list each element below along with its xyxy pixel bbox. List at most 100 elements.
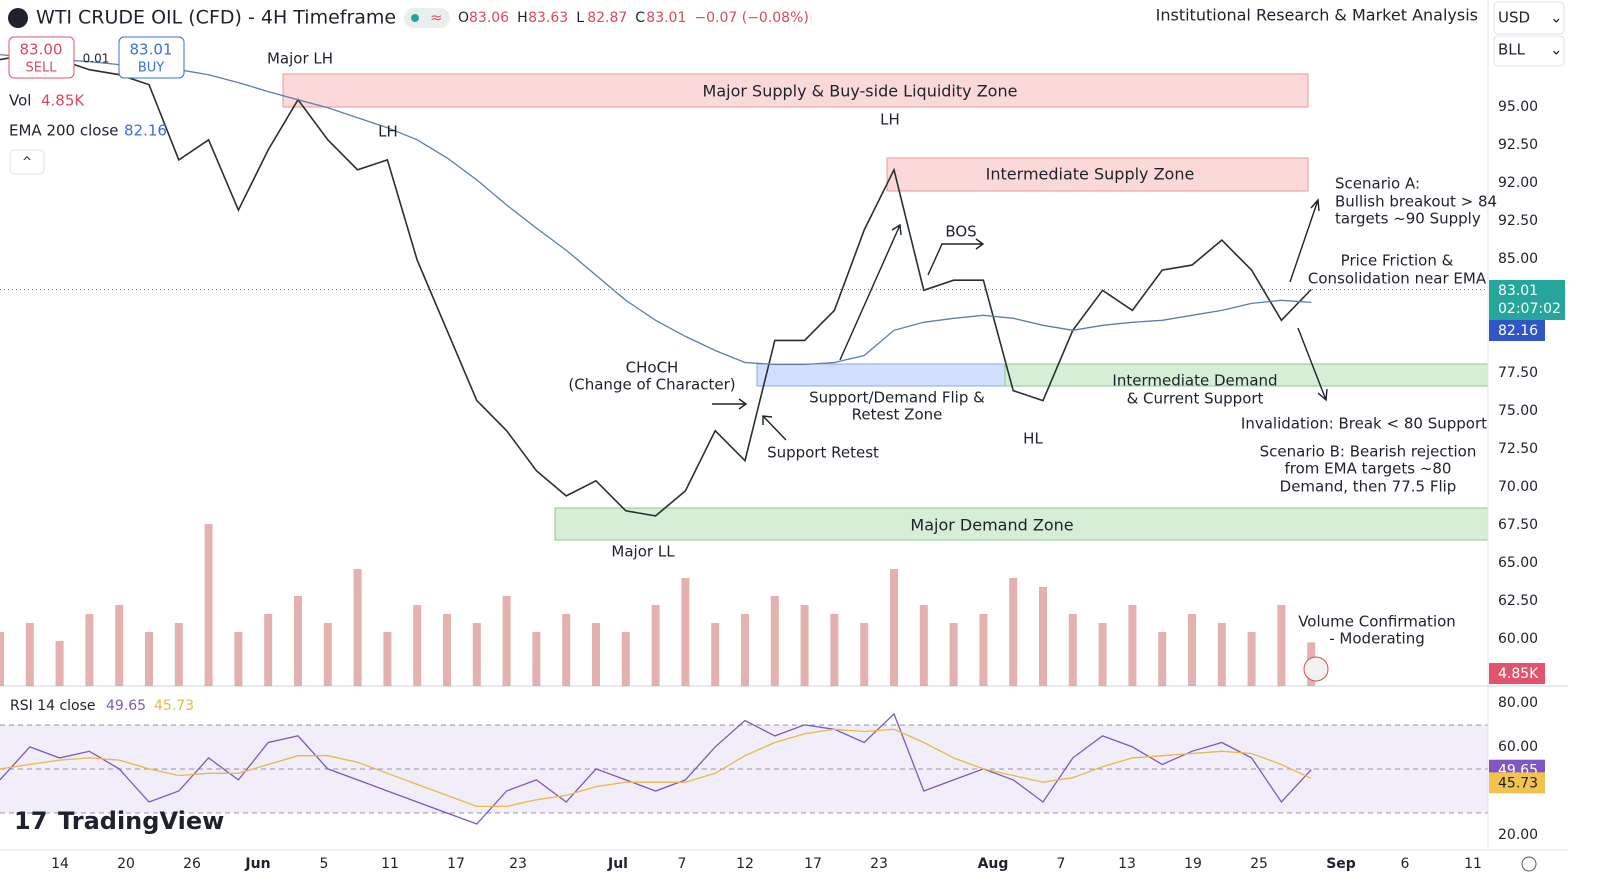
buy-price[interactable]: 83.01: [130, 41, 173, 59]
volume-bar: [174, 623, 183, 686]
ohlc-value: 82.87: [587, 10, 627, 26]
demand-zone: [554, 507, 1489, 541]
zone-label: Major Supply & Buy-side Liquidity Zone: [703, 82, 1018, 101]
unit[interactable]: BLL: [1498, 41, 1526, 59]
rsi-title: RSI 14 close: [10, 698, 96, 714]
date-label: 26: [183, 856, 201, 872]
price-axis-label: 62.50: [1498, 593, 1538, 609]
annotation: CHoCH: [626, 359, 679, 377]
volume-bar: [1128, 605, 1137, 686]
price-tag: [1489, 280, 1565, 320]
countdown: 02:07:02: [1498, 301, 1561, 317]
volume-bar: [383, 632, 392, 686]
volume-bar: [85, 614, 94, 686]
annotation: targets ~90 Supply: [1335, 210, 1481, 228]
date-label: Jun: [244, 856, 270, 872]
volume-bar: [502, 596, 511, 686]
currency-select[interactable]: [1493, 1, 1565, 35]
annotation: Scenario A:: [1335, 175, 1420, 193]
sell-price[interactable]: 83.00: [20, 41, 63, 59]
volume-bar: [264, 614, 273, 686]
annotation: Major LH: [267, 50, 333, 68]
volume-bar: [1009, 578, 1018, 686]
buy-button[interactable]: [118, 36, 185, 79]
price-axis-label: 92.00: [1498, 175, 1538, 191]
date-label: 14: [51, 856, 69, 872]
unit-select[interactable]: [1493, 35, 1565, 67]
volume-bar: [1217, 623, 1226, 686]
ohlc-key: L: [576, 10, 584, 26]
supply-zone: [282, 73, 1309, 108]
annotation: Intermediate Demand: [1112, 372, 1277, 390]
date-label: 17: [447, 856, 465, 872]
volume-bar: [890, 569, 898, 686]
flip-zone: [756, 363, 1006, 387]
volume-bar: [979, 614, 988, 686]
settings-icon[interactable]: [1521, 856, 1537, 872]
rsi-tag-text: 45.73: [1498, 775, 1538, 791]
volume-bar: [1188, 614, 1196, 686]
price-axis-label: 70.00: [1498, 479, 1538, 495]
volume-bar: [1158, 632, 1167, 686]
price-axis-label: 77.50: [1498, 365, 1538, 381]
ema-tag-text: 82.16: [1498, 323, 1538, 339]
volume-bar: [919, 605, 928, 686]
annotation: & Current Support: [1127, 390, 1264, 408]
collapse-button[interactable]: [9, 149, 45, 175]
annotation: (Change of Character): [568, 376, 735, 394]
annotation: HL: [1023, 430, 1043, 448]
volume-bar: [949, 623, 958, 686]
status-dot: [411, 14, 419, 22]
symbol-title: WTI CRUDE OIL (CFD) - 4H Timeframe: [36, 7, 396, 29]
symbol-icon: [8, 8, 28, 28]
annotation: Retest Zone: [852, 406, 943, 424]
arrow: [712, 398, 748, 410]
date-label: 7: [678, 856, 687, 872]
sell-button[interactable]: [8, 36, 75, 79]
annotation: LH: [378, 123, 398, 141]
logo: TradingView: [58, 807, 224, 835]
logo-mark: 𝟭𝟳: [14, 807, 47, 835]
arrow: [1297, 327, 1328, 402]
volume-bar: [1068, 614, 1077, 686]
arrow: [762, 415, 787, 441]
chevron: ⌄: [1550, 9, 1563, 27]
rsi-tick-label: 60.00: [1498, 739, 1538, 755]
volume-bar: [770, 596, 779, 686]
date-label: Sep: [1326, 856, 1356, 872]
date-label: 7: [1057, 856, 1066, 872]
rsi-tick-label: 20.00: [1498, 827, 1538, 843]
volume-bar: [1039, 587, 1047, 686]
volume-bar: [741, 614, 749, 686]
date-label: 23: [870, 856, 888, 872]
price-axis-label: 92.50: [1498, 137, 1538, 153]
ohlc-key: O: [458, 10, 469, 26]
collapse-icon[interactable]: ^: [22, 155, 32, 169]
annotation: Invalidation: Break < 80 Support: [1241, 415, 1487, 433]
date-label: 25: [1250, 856, 1268, 872]
volume-bar: [443, 614, 451, 686]
currency[interactable]: USD: [1498, 9, 1530, 27]
rsi-ma-value: 45.73: [154, 698, 194, 714]
volume-bar: [830, 614, 839, 686]
date-label: 11: [1464, 856, 1482, 872]
ohlc-key: C: [635, 10, 645, 26]
buy-label[interactable]: BUY: [138, 61, 164, 76]
brand: Institutional Research & Market Analysis: [1156, 6, 1478, 25]
zone-label: Intermediate Supply Zone: [986, 165, 1195, 184]
status-icon: ≈: [430, 9, 443, 27]
volume-bar: [115, 605, 124, 686]
volume-bar: [294, 596, 302, 686]
chevron: ⌄: [1550, 41, 1563, 59]
volume-tag-text: 4.85K: [1498, 666, 1539, 682]
arrow: [839, 223, 902, 361]
series-line: [0, 53, 1312, 517]
sell-label[interactable]: SELL: [26, 61, 58, 76]
supply-zone: [886, 157, 1309, 192]
price-axis-label: 75.00: [1498, 403, 1538, 419]
date-label: 20: [117, 856, 135, 872]
price-axis-label: 72.50: [1498, 441, 1538, 457]
arrows: [712, 198, 1328, 441]
volume-bar: [413, 605, 422, 686]
